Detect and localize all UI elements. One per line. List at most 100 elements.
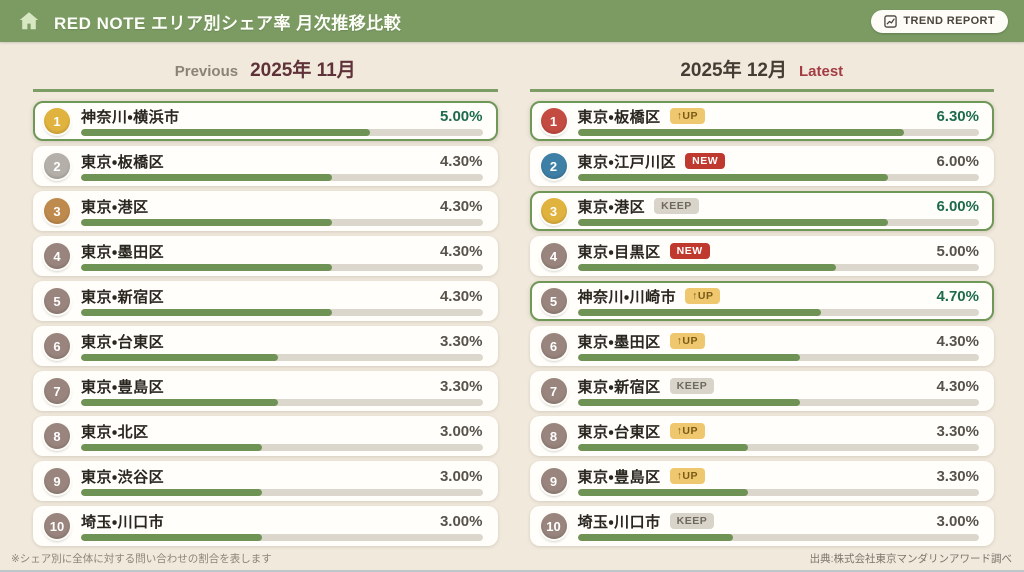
share-bar-fill [577, 354, 801, 361]
share-value: 3.00% [936, 512, 979, 530]
share-value: 3.00% [439, 422, 483, 440]
share-bar-fill [81, 309, 333, 316]
share-bar-fill [577, 129, 904, 136]
change-badge-up: ↑UP [669, 333, 705, 349]
share-bar-fill [81, 399, 278, 406]
share-value: 6.00% [936, 197, 979, 215]
share-bar-fill [81, 534, 262, 541]
share-bar-fill [81, 489, 262, 496]
home-icon[interactable] [14, 6, 44, 36]
footnote: ※シェア別に全体に対する問い合わせの割合を表します [11, 553, 272, 565]
ranking-row: 6 東京・台東区 3.30% [33, 326, 498, 366]
change-badge-up: ↑UP [685, 288, 721, 304]
rank-badge: 8 [44, 423, 70, 449]
previous-label: Previous [174, 63, 239, 80]
ranking-list-latest: 1 東京・板橋区 ↑UP 6.30% 2 東京・江戸川区 NEW 6.00% 3… [529, 101, 994, 546]
ranking-row: 5 神奈川・川崎市 ↑UP 4.70% [529, 281, 994, 321]
share-bar-fill [81, 444, 262, 451]
share-value: 4.30% [439, 287, 483, 305]
share-bar-track [81, 444, 483, 451]
area-name: 東京・豊島区 [81, 378, 165, 396]
share-bar-track [577, 174, 979, 181]
rank-badge: 4 [44, 243, 70, 269]
trend-report-button[interactable]: TREND REPORT [871, 9, 1008, 33]
share-bar-fill [577, 399, 801, 406]
share-value: 4.30% [936, 377, 979, 395]
ranking-row: 10 埼玉・川口市 3.00% [33, 506, 498, 546]
area-name: 東京・板橋区 [81, 153, 165, 171]
area-name: 東京・墨田区 [81, 243, 165, 261]
area-name: 神奈川・川崎市 [577, 288, 677, 306]
share-bar-fill [81, 354, 278, 361]
share-bar-track [81, 489, 483, 496]
share-bar-track [81, 354, 483, 361]
share-value: 3.30% [439, 377, 483, 395]
change-badge-keep: KEEP [669, 513, 715, 529]
panel-header-previous: Previous 2025年 11月 [33, 55, 498, 92]
rank-badge: 6 [540, 333, 567, 359]
ranking-list-previous: 1 神奈川・横浜市 5.00% 2 東京・板橋区 4.30% 3 東京・港区 4… [33, 101, 498, 546]
area-name: 東京・北区 [81, 423, 149, 441]
share-value: 6.00% [936, 152, 979, 170]
panel-latest-month: 2025年 12月 Latest 1 東京・板橋区 ↑UP 6.30% 2 東京… [529, 55, 994, 551]
rank-badge: 10 [540, 513, 567, 539]
area-name: 東京・港区 [577, 198, 646, 216]
rank-badge: 6 [44, 333, 70, 359]
rank-badge: 1 [540, 108, 567, 134]
rank-badge: 10 [44, 513, 70, 539]
ranking-row: 7 東京・新宿区 KEEP 4.30% [529, 371, 994, 411]
rank-badge: 4 [540, 243, 567, 269]
ranking-row: 4 東京・目黒区 NEW 5.00% [529, 236, 994, 276]
share-value: 4.30% [936, 332, 979, 350]
chart-icon [884, 14, 898, 28]
rank-badge: 8 [540, 423, 567, 449]
change-badge-up: ↑UP [669, 108, 705, 124]
share-value: 3.30% [936, 422, 979, 440]
share-bar-track [577, 354, 979, 361]
rank-badge: 7 [540, 378, 567, 404]
area-name: 東京・港区 [81, 198, 149, 216]
page-title: RED NOTE エリア別シェア率 月次推移比較 [54, 13, 402, 33]
rank-badge: 3 [44, 198, 70, 224]
change-badge-keep: KEEP [654, 198, 699, 214]
area-name: 埼玉・川口市 [81, 513, 165, 531]
ranking-row: 5 東京・新宿区 4.30% [33, 281, 498, 321]
ranking-row: 3 東京・港区 4.30% [33, 191, 498, 231]
share-value: 3.00% [439, 467, 483, 485]
share-value: 4.30% [439, 152, 483, 170]
area-name: 東京・板橋区 [577, 108, 661, 126]
share-bar-fill [577, 444, 749, 451]
share-bar-track [81, 264, 483, 271]
area-name: 東京・台東区 [81, 333, 165, 351]
ranking-row: 4 東京・墨田区 4.30% [33, 236, 498, 276]
share-bar-track [81, 219, 483, 226]
share-value: 5.00% [439, 107, 483, 125]
share-bar-track [81, 174, 483, 181]
area-name: 東京・豊島区 [577, 468, 661, 486]
change-badge-up: ↑UP [669, 423, 705, 439]
source-credit: 出典:株式会社東京マンダリンアワード調べ [809, 553, 1012, 565]
ranking-row: 2 東京・江戸川区 NEW 6.00% [529, 146, 994, 186]
share-bar-fill [577, 264, 837, 271]
latest-label: Latest [799, 63, 844, 80]
ranking-row: 8 東京・台東区 ↑UP 3.30% [529, 416, 994, 456]
rank-badge: 9 [44, 468, 70, 494]
comparison-area: Previous 2025年 11月 1 神奈川・横浜市 5.00% 2 東京・… [0, 42, 1024, 551]
share-value: 5.00% [936, 242, 979, 260]
share-bar-track [577, 534, 979, 541]
window-bottom-edge [0, 570, 1024, 572]
app-header: RED NOTE エリア別シェア率 月次推移比較 TREND REPORT [0, 0, 1024, 42]
rank-badge: 5 [540, 288, 567, 314]
share-bar-track [81, 129, 483, 136]
area-name: 東京・江戸川区 [577, 153, 677, 171]
change-badge-up: ↑UP [669, 468, 705, 484]
area-name: 東京・新宿区 [577, 378, 661, 396]
share-bar-fill [577, 309, 821, 316]
rank-badge: 9 [540, 468, 567, 494]
share-bar-track [577, 219, 979, 226]
rank-badge: 7 [44, 378, 70, 404]
change-badge-keep: KEEP [669, 378, 715, 394]
share-value: 4.30% [439, 197, 483, 215]
share-bar-track [577, 264, 979, 271]
